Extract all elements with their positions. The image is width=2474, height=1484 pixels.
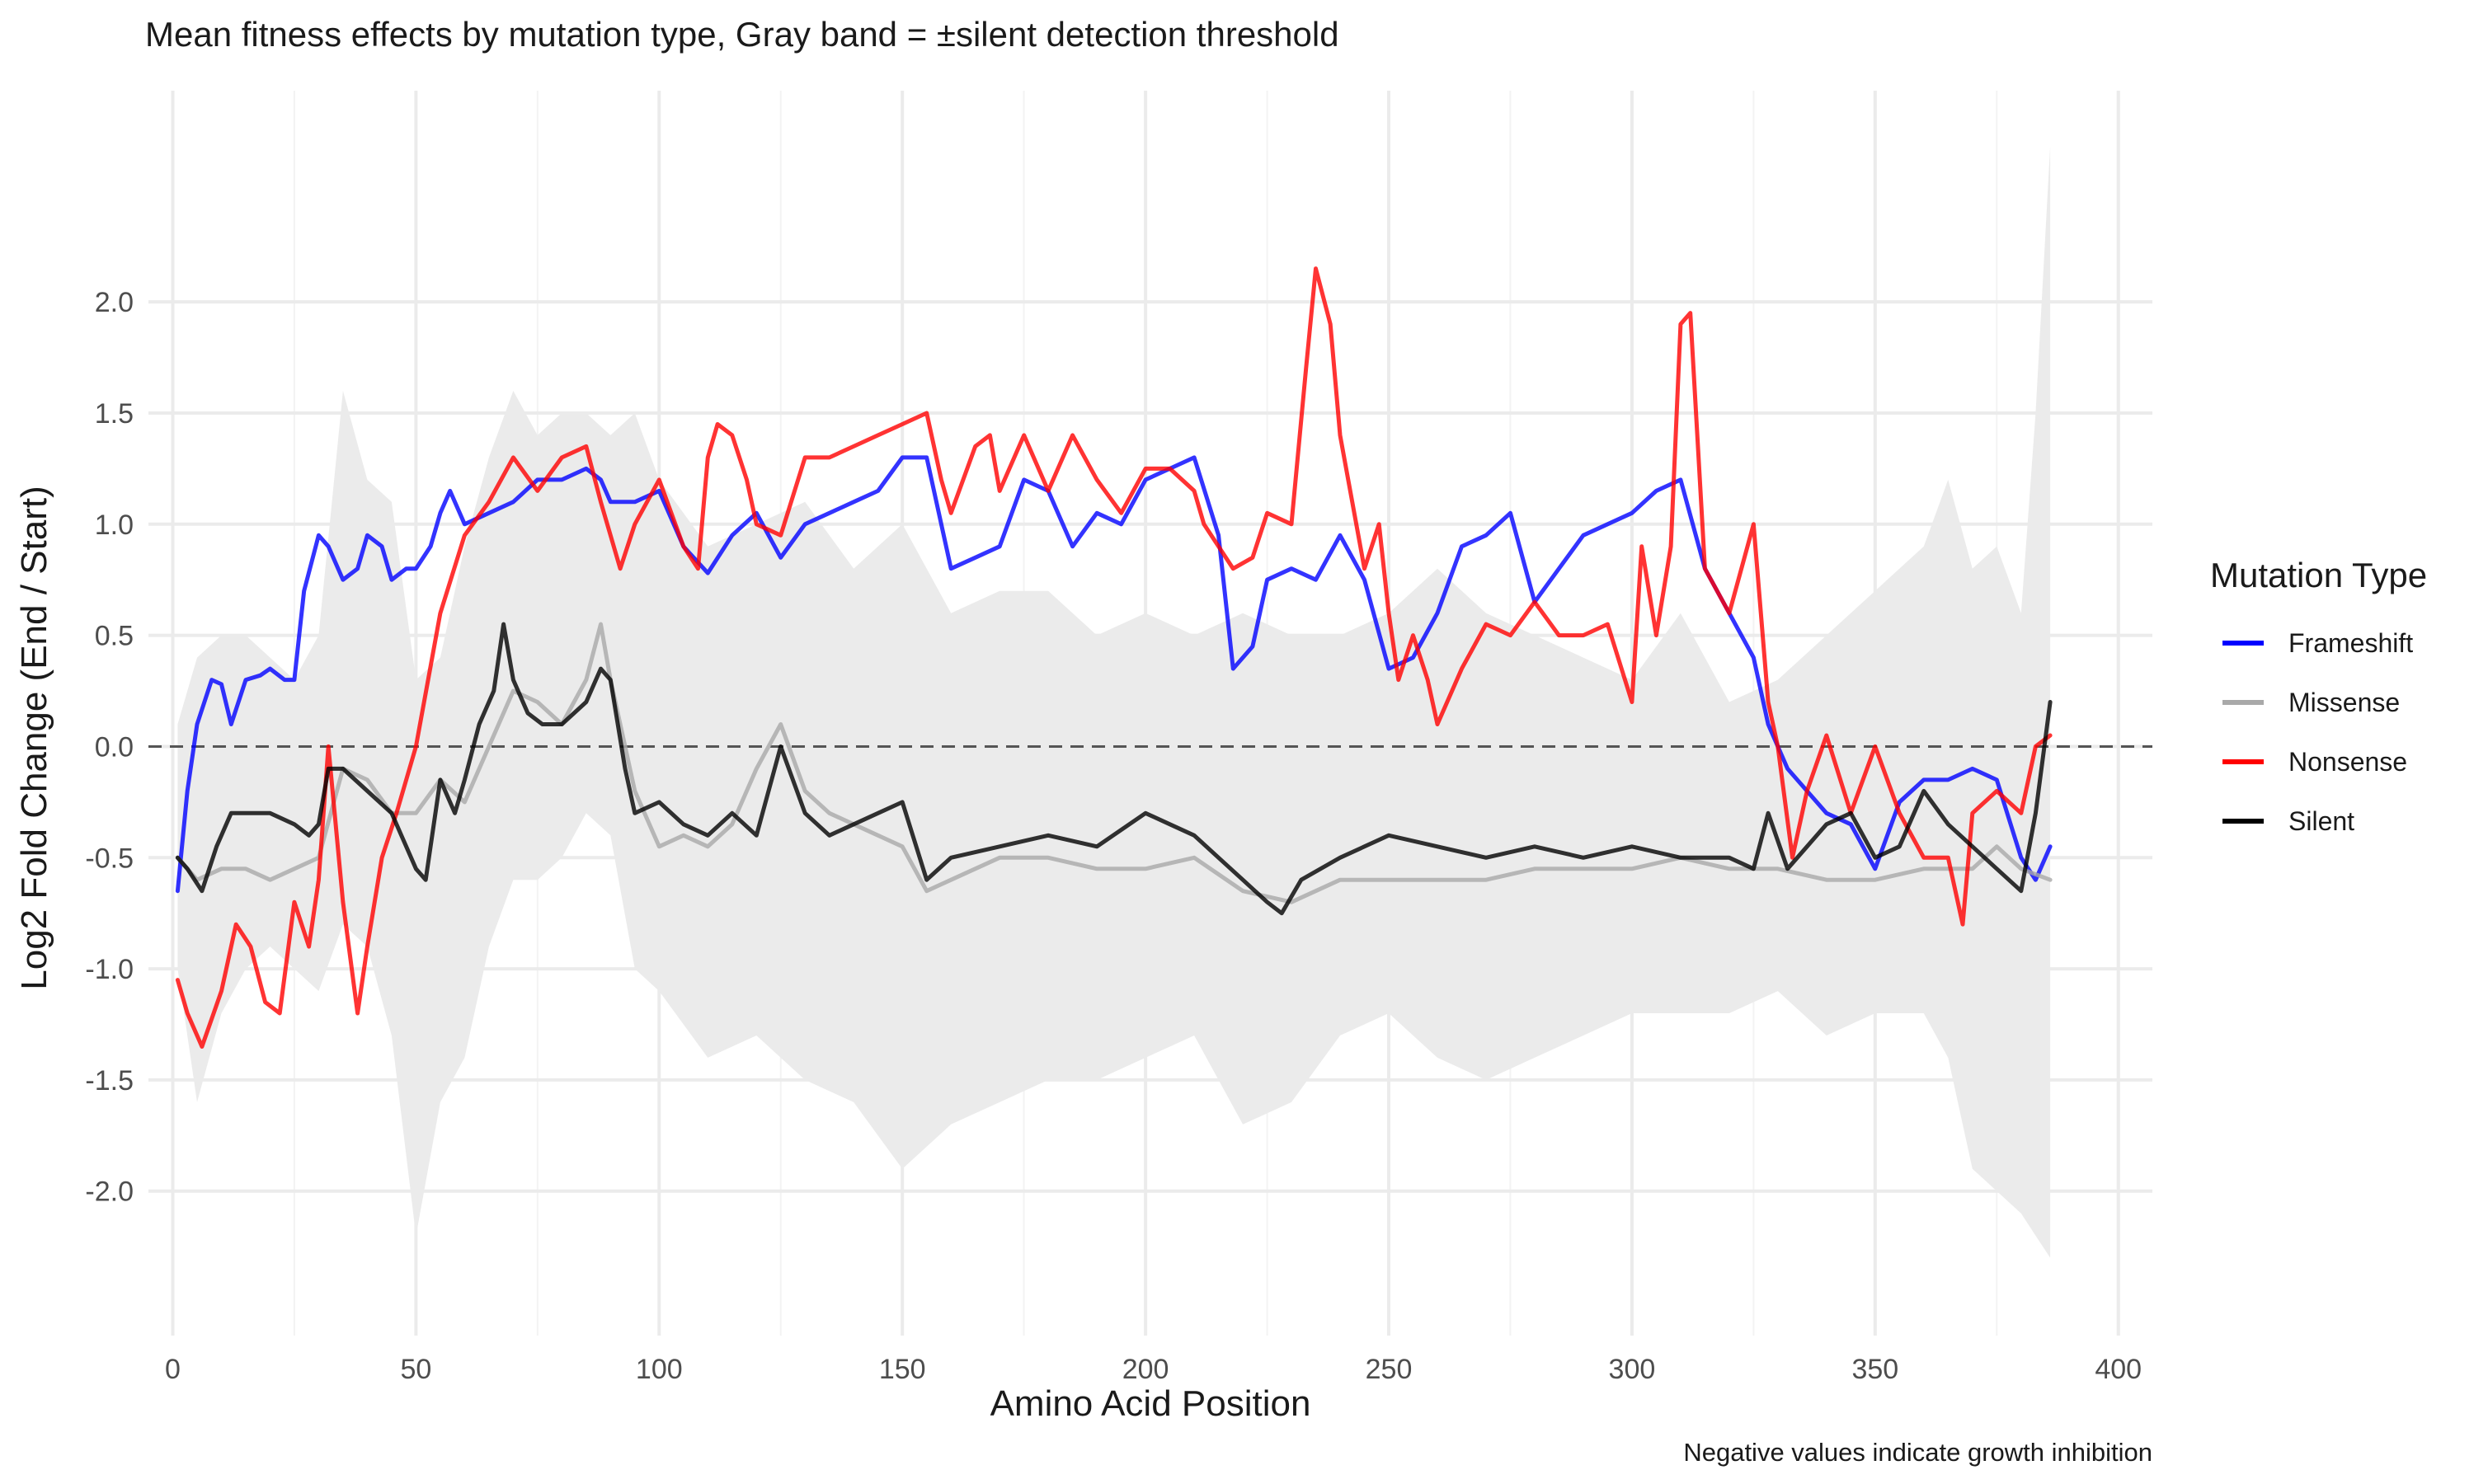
y-tick-label: -2.0 <box>85 1176 134 1208</box>
x-tick-label: 300 <box>1609 1354 1656 1385</box>
y-tick-label: 0.0 <box>95 731 134 763</box>
chart-title: Mean fitness effects by mutation type, G… <box>145 15 1339 54</box>
y-tick-label: 2.0 <box>95 287 134 318</box>
threshold-band-area <box>177 146 2051 1258</box>
threshold-band <box>177 146 2051 1258</box>
y-axis-title: Log2 Fold Change (End / Start) <box>14 486 54 989</box>
x-tick-label: 100 <box>636 1354 683 1385</box>
y-tick-label: 1.0 <box>95 510 134 541</box>
x-axis-title: Amino Acid Position <box>990 1383 1311 1424</box>
legend: Mutation Type Frameshift Missense Nonsense… <box>2210 556 2427 836</box>
y-tick-label: -1.5 <box>85 1065 134 1097</box>
x-tick-label: 400 <box>2095 1354 2142 1385</box>
x-tick-label: 150 <box>879 1354 926 1385</box>
x-tick-label: 50 <box>400 1354 431 1385</box>
x-tick-label: 350 <box>1851 1354 1898 1385</box>
caption: Negative values indicate growth inhibiti… <box>1683 1438 2152 1467</box>
y-tick-label: -0.5 <box>85 843 134 874</box>
tick-labels: 0 50 100 150 200 250 300 350 400 -2.0 -1.5 -1.0 -0.5… <box>85 287 2142 1385</box>
series-line-nonsense <box>175 266 2053 1049</box>
series-lines <box>175 266 2053 1049</box>
series-line-silent <box>175 622 2053 916</box>
y-tick-label: 1.5 <box>95 398 134 430</box>
legend-label-nonsense: Nonsense <box>2288 747 2407 777</box>
series-line-missense <box>175 622 2053 904</box>
y-tick-label: -1.0 <box>85 954 134 985</box>
legend-title: Mutation Type <box>2210 556 2427 594</box>
x-tick-label: 250 <box>1366 1354 1413 1385</box>
x-tick-label: 0 <box>165 1354 181 1385</box>
y-tick-label: 0.5 <box>95 621 134 652</box>
legend-label-frameshift: Frameshift <box>2288 628 2413 658</box>
legend-label-missense: Missense <box>2288 688 2400 717</box>
x-tick-label: 200 <box>1122 1354 1169 1385</box>
legend-label-silent: Silent <box>2288 806 2354 836</box>
